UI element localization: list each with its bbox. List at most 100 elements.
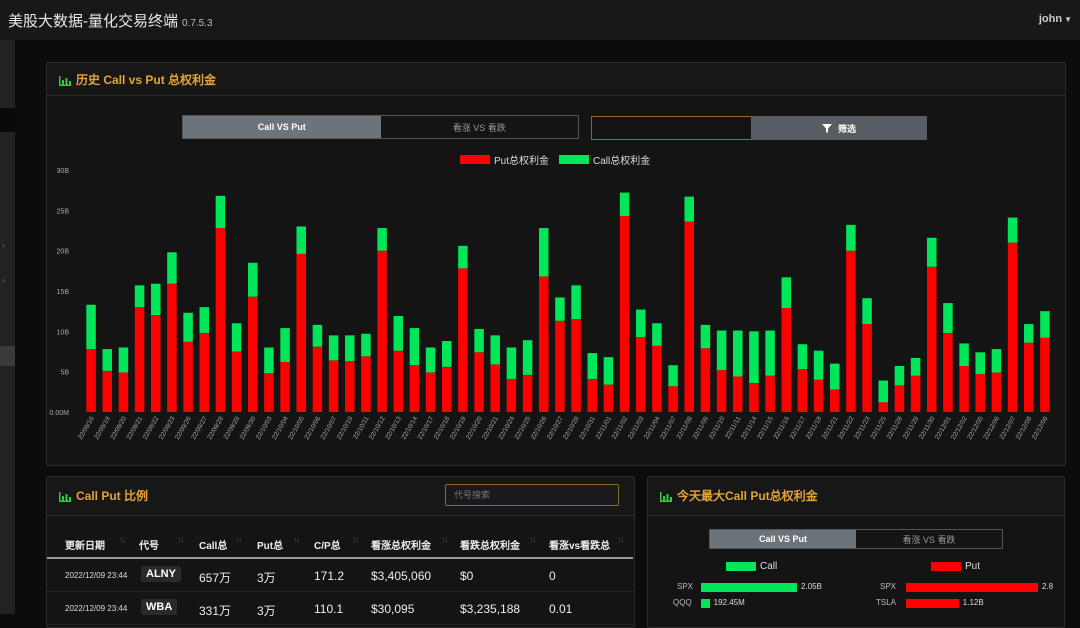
put-bar — [377, 250, 387, 412]
col-header-bear-premium[interactable]: 看跌总权利金 — [460, 541, 520, 552]
sort-icon[interactable]: ↑↓ — [177, 535, 184, 544]
put-bar — [943, 332, 953, 412]
cell-call: 331万 — [199, 604, 232, 618]
today-legend-call[interactable]: Call — [726, 561, 777, 572]
call-bar — [991, 349, 1002, 373]
toggle-bull-vs-bear[interactable]: 看涨 VS 看跌 — [902, 534, 956, 545]
call-bar — [425, 347, 436, 373]
ratio-panel-title: Call Put 比例 — [59, 487, 148, 504]
today-legend-put-label: Put — [965, 561, 981, 572]
put-bar — [813, 379, 824, 412]
history-panel-title: 历史 Call vs Put 总权利金 — [59, 71, 216, 88]
call-bar — [975, 352, 985, 375]
call-bar — [716, 330, 727, 371]
cell-bear-premium: $0 — [460, 569, 474, 583]
chevron-right-icon[interactable]: › — [2, 240, 5, 250]
cell-put: 3万 — [257, 571, 276, 585]
sort-icon[interactable]: ↑↓ — [529, 535, 536, 544]
put-bar — [280, 361, 290, 412]
y-tick-label: 5B — [60, 370, 69, 377]
chevron-right-icon[interactable]: › — [2, 275, 5, 285]
call-bar — [458, 245, 468, 269]
col-header-bull-premium[interactable]: 看涨总权利金 — [371, 541, 431, 552]
cell-symbol[interactable]: ALNY — [141, 566, 181, 582]
sort-icon[interactable]: ↑↓ — [441, 535, 448, 544]
y-tick-label: 0.00M — [50, 410, 70, 417]
cell-symbol[interactable]: WBA — [141, 599, 178, 615]
call-bar — [167, 252, 177, 284]
put-bar — [248, 296, 258, 412]
sidebar-item-active[interactable] — [0, 108, 15, 132]
call-bar — [1040, 311, 1050, 338]
sidebar-item-selected[interactable] — [0, 346, 15, 366]
toggle-call-vs-put[interactable]: Call VS Put — [710, 530, 856, 548]
put-bar — [86, 349, 96, 412]
col-header-cp[interactable]: C/P总 — [314, 541, 341, 552]
put-bar — [409, 365, 420, 412]
put-bar — [684, 221, 694, 412]
call-bar — [280, 328, 290, 362]
sort-icon[interactable]: ↑↓ — [293, 535, 300, 544]
call-bar — [830, 363, 840, 390]
table-row[interactable]: 2022/12/09 23:44 ALNY 657万 3万 171.2 $3,4… — [47, 559, 633, 592]
put-bar — [361, 356, 371, 412]
app-title-text: 美股大数据-量化交易终端 — [8, 13, 178, 30]
sort-icon[interactable]: ↑↓ — [119, 535, 126, 544]
put-bar — [474, 352, 484, 412]
filter-input[interactable] — [591, 116, 753, 140]
top-bar: 美股大数据-量化交易终端 0.7.5.3 john ▼ — [0, 0, 1080, 40]
col-header-put[interactable]: Put总 — [257, 541, 284, 552]
call-bar[interactable] — [701, 583, 797, 592]
sort-icon[interactable]: ↑↓ — [235, 535, 242, 544]
call-bar — [1007, 217, 1018, 243]
put-bar — [571, 319, 581, 412]
call-bar — [393, 316, 403, 351]
call-bar — [765, 330, 775, 376]
col-header-date[interactable]: 更新日期 — [65, 541, 105, 552]
y-tick-label: 30B — [57, 168, 70, 175]
user-menu[interactable]: john ▼ — [1039, 13, 1072, 25]
col-header-bull-vs-bear[interactable]: 看涨vs看跌总 — [549, 541, 611, 552]
call-bar — [555, 297, 565, 321]
call-bar-value: 192.45M — [713, 598, 745, 607]
call-bar-value: 2.05B — [801, 582, 822, 591]
cell-call: 657万 — [199, 571, 232, 585]
table-row[interactable]: 2022/12/09 23:44 WBA 331万 3万 110.1 $30,0… — [47, 592, 633, 625]
sort-icon[interactable]: ↑↓ — [352, 535, 359, 544]
col-header-symbol[interactable]: 代号 — [139, 541, 159, 552]
user-name: john — [1038, 13, 1063, 25]
put-bar[interactable] — [906, 599, 959, 608]
legend-call[interactable]: Call总权利金 — [559, 152, 650, 167]
put-bar-value: 1.12B — [962, 598, 984, 607]
sort-icon[interactable]: ↑↓ — [617, 535, 624, 544]
call-bar — [86, 304, 96, 350]
legend-call-swatch — [559, 155, 589, 164]
call-bar[interactable] — [701, 599, 710, 608]
put-bar — [830, 389, 840, 412]
put-bar — [345, 361, 355, 412]
put-bar[interactable] — [906, 583, 1038, 592]
toggle-bull-vs-bear[interactable]: 看涨 VS 看跌 — [452, 122, 506, 133]
filter-button[interactable]: 筛选 — [751, 116, 927, 140]
table-header: 更新日期 ↑↓ 代号 ↑↓ Call总 ↑↓ Put总 ↑↓ C/P总 ↑↓ 看涨总权利金… — [47, 529, 633, 559]
put-bar — [199, 332, 209, 412]
call-bar — [134, 285, 145, 308]
call-bar — [102, 349, 112, 371]
col-header-call[interactable]: Call总 — [199, 541, 228, 552]
call-bar — [312, 324, 323, 347]
call-bar — [959, 343, 969, 367]
symbol-search-input[interactable]: 代号搜索 — [445, 484, 619, 506]
put-bar — [425, 372, 436, 412]
call-bar — [377, 228, 387, 251]
legend-put[interactable]: Put总权利金 — [460, 152, 549, 167]
put-bar — [749, 382, 759, 412]
today-legend-put[interactable]: Put — [931, 561, 980, 572]
call-bar — [700, 324, 711, 349]
call-bar — [603, 357, 614, 385]
legend-put-label: Put总权利金 — [494, 156, 550, 167]
put-bar — [393, 350, 403, 412]
app-title: 美股大数据-量化交易终端 0.7.5.3 — [8, 10, 213, 31]
toggle-call-vs-put[interactable]: Call VS Put — [183, 116, 381, 138]
put-row-symbol: TSLA — [876, 598, 897, 607]
put-bar — [183, 341, 193, 412]
